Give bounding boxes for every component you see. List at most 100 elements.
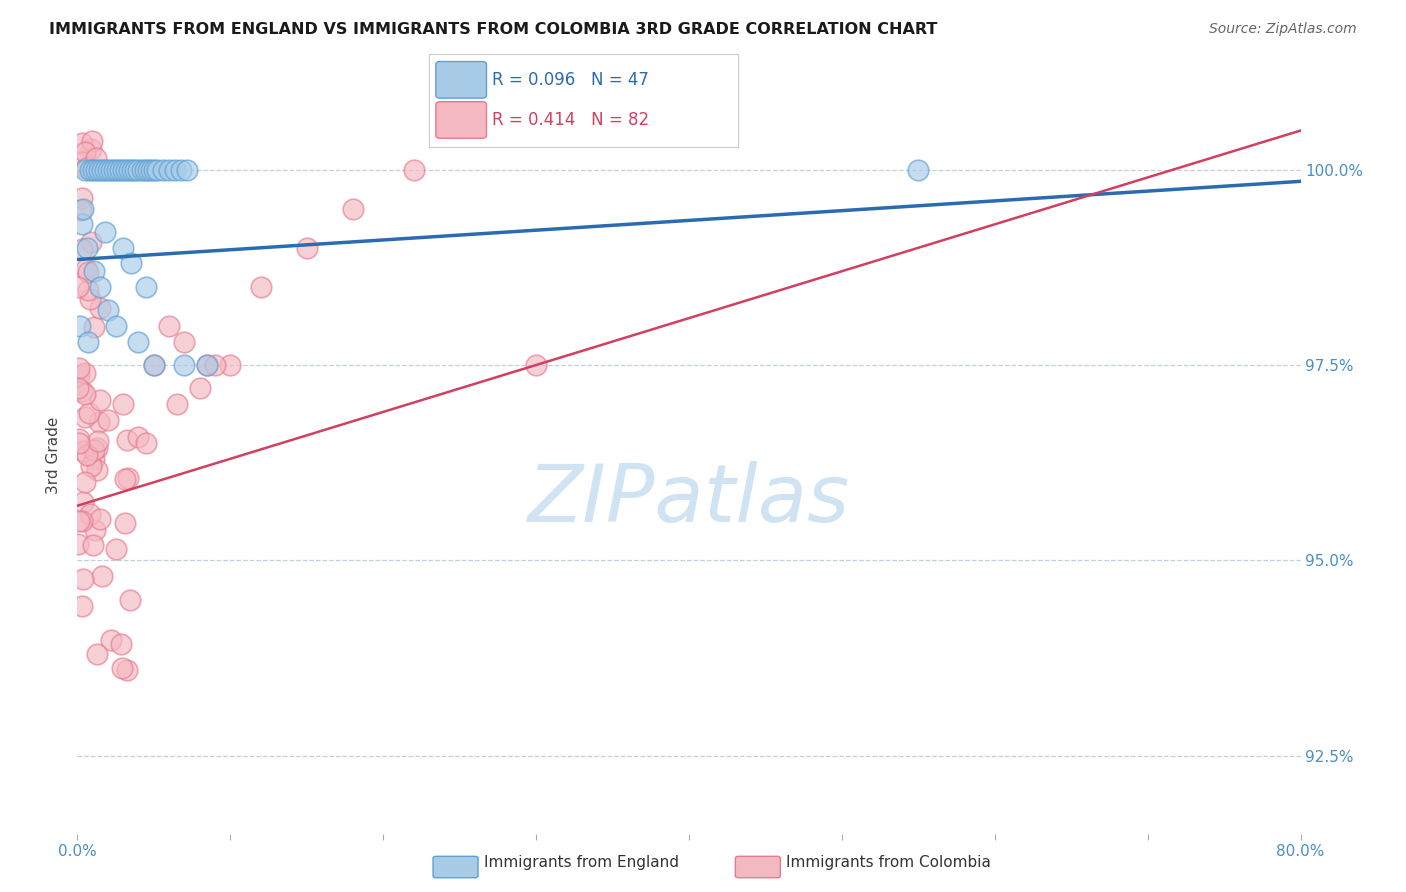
Point <box>131 162 153 177</box>
Point <box>402 162 425 177</box>
Point <box>67 537 90 551</box>
Point <box>87 162 110 177</box>
Point <box>67 382 90 396</box>
Point <box>108 162 131 177</box>
Text: IMMIGRANTS FROM ENGLAND VS IMMIGRANTS FROM COLOMBIA 3RD GRADE CORRELATION CHART: IMMIGRANTS FROM ENGLAND VS IMMIGRANTS FR… <box>49 22 938 37</box>
Point <box>135 436 157 450</box>
Point <box>90 569 112 583</box>
Point <box>89 301 111 315</box>
Text: R = 0.096   N = 47: R = 0.096 N = 47 <box>492 71 650 89</box>
Point <box>84 162 107 177</box>
Point <box>72 444 94 458</box>
Point <box>73 145 96 159</box>
Point <box>89 415 111 429</box>
Point <box>87 434 110 449</box>
Point <box>75 161 97 175</box>
Point <box>76 448 98 462</box>
Point <box>73 366 96 380</box>
Point <box>142 358 165 372</box>
Point <box>79 293 101 307</box>
Point <box>170 162 193 177</box>
Point <box>83 320 105 334</box>
Point <box>94 225 117 239</box>
Point <box>250 280 273 294</box>
Point <box>70 599 93 614</box>
Point <box>89 511 111 525</box>
Point <box>69 318 91 333</box>
Point <box>79 508 101 522</box>
Point <box>97 162 120 177</box>
Point <box>79 406 101 420</box>
Point <box>204 358 226 372</box>
Point <box>907 162 929 177</box>
Point <box>72 495 94 509</box>
Point <box>70 202 93 217</box>
Point <box>90 162 112 177</box>
Point <box>117 471 139 485</box>
Point <box>77 265 100 279</box>
Point <box>105 162 128 177</box>
Point <box>67 368 90 383</box>
Point <box>70 217 93 231</box>
Point <box>173 334 195 349</box>
Point <box>117 663 139 677</box>
Point <box>97 303 120 318</box>
Point <box>135 280 157 294</box>
Point <box>67 433 90 447</box>
Point <box>118 162 141 177</box>
Point <box>120 256 142 270</box>
Point <box>115 433 138 447</box>
Point <box>188 382 211 396</box>
Point <box>157 318 180 333</box>
Point <box>70 514 93 528</box>
Point <box>115 162 138 177</box>
Point <box>127 334 149 349</box>
Point <box>76 241 98 255</box>
Point <box>72 573 94 587</box>
Point <box>83 442 105 457</box>
Text: Immigrants from England: Immigrants from England <box>484 855 679 870</box>
Point <box>100 162 122 177</box>
Point <box>89 393 111 408</box>
Point <box>524 358 547 372</box>
Point <box>83 264 105 278</box>
Point <box>146 162 169 177</box>
Point <box>120 592 142 607</box>
Point <box>80 459 103 474</box>
Point <box>127 430 149 444</box>
Point <box>342 202 364 216</box>
Point <box>136 162 159 177</box>
Point <box>86 647 108 661</box>
Point <box>104 542 127 557</box>
Point <box>124 162 146 177</box>
Point <box>89 280 111 294</box>
Point <box>134 162 156 177</box>
Point <box>139 162 162 177</box>
Point <box>75 387 97 401</box>
Point <box>195 358 218 372</box>
Point <box>121 162 143 177</box>
Point <box>80 235 103 249</box>
Point <box>72 202 94 216</box>
Point <box>80 134 103 148</box>
Point <box>111 661 134 675</box>
Point <box>73 162 96 177</box>
Point <box>110 637 132 651</box>
Point <box>84 151 107 165</box>
Point <box>176 162 198 177</box>
Point <box>83 452 105 467</box>
Point <box>70 384 93 399</box>
Text: ZIPatlas: ZIPatlas <box>527 461 851 540</box>
Point <box>112 162 135 177</box>
Point <box>112 241 135 255</box>
Point <box>67 280 90 294</box>
Point <box>295 241 318 255</box>
Text: Source: ZipAtlas.com: Source: ZipAtlas.com <box>1209 22 1357 37</box>
Point <box>82 162 104 177</box>
Point <box>219 358 242 372</box>
Point <box>75 261 97 276</box>
Point <box>114 472 136 486</box>
Point <box>86 441 108 455</box>
Point <box>70 242 93 256</box>
Point <box>73 475 96 490</box>
